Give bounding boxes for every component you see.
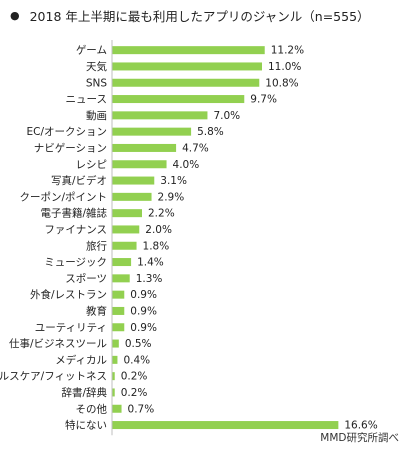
category-label: 仕事/ビジネスツール [9, 337, 107, 350]
category-label: ヘルスケア/フィットネス [0, 371, 107, 383]
bar [112, 62, 262, 71]
bar [112, 127, 192, 136]
data-label: 2.9% [158, 191, 185, 203]
category-label: ユーティリティ [35, 322, 107, 334]
bar [112, 78, 260, 87]
bar [112, 339, 119, 348]
category-label: ミュージック [44, 257, 107, 269]
bar [112, 258, 132, 267]
data-label: 2.2% [148, 208, 175, 220]
bar [112, 192, 152, 201]
category-label: 写真/ビデオ [51, 174, 107, 187]
bar [112, 209, 142, 218]
data-label: 4.0% [173, 159, 200, 171]
category-label: 外食/レストラン [30, 288, 107, 301]
bar [112, 95, 245, 104]
bar [112, 274, 130, 283]
data-label: 9.7% [250, 94, 277, 106]
category-label: クーポン/ポイント [19, 191, 107, 203]
chart-title-text: 2018 年上半期に最も利用したアプリのジャンル（n=555） [29, 8, 370, 24]
source-note: MMD研究所調べ [320, 432, 399, 444]
category-label: 辞書/辞典 [61, 386, 107, 399]
category-label: 動画 [86, 109, 107, 122]
bar [112, 46, 265, 55]
data-label: 5.8% [197, 126, 224, 138]
bar [112, 143, 177, 152]
category-label: EC/オークション [26, 126, 107, 138]
category-label: 特にない [65, 420, 107, 432]
category-label: ゲーム [76, 45, 107, 57]
data-label: 0.9% [130, 305, 157, 317]
category-label: ファイナンス [44, 224, 107, 236]
category-label: 教育 [86, 304, 107, 317]
data-label: 1.3% [136, 273, 163, 285]
category-label: 旅行 [86, 239, 107, 252]
category-label: スポーツ [65, 273, 107, 285]
data-label: 1.4% [137, 257, 164, 269]
category-label: SNS [86, 77, 108, 89]
category-label: ニュース [66, 94, 107, 106]
data-label: 4.7% [182, 142, 209, 154]
bar [112, 404, 122, 413]
data-label: 0.9% [130, 289, 157, 301]
data-label: 11.2% [271, 45, 304, 57]
data-label: 10.8% [265, 77, 298, 89]
bar [112, 241, 137, 250]
data-label: 2.0% [145, 224, 172, 236]
data-label: 7.0% [213, 110, 240, 122]
bar [112, 355, 118, 364]
data-label: 0.2% [121, 371, 148, 383]
chart-title: ● 2018 年上半期に最も利用したアプリのジャンル（n=555） [10, 4, 370, 26]
title-bullet: ● [10, 8, 20, 22]
data-label: 16.6% [344, 420, 377, 432]
data-label: 0.7% [128, 403, 155, 415]
bar [112, 372, 115, 381]
bar [112, 306, 125, 315]
bar [112, 290, 125, 299]
category-label: レシピ [76, 159, 108, 171]
bar [112, 225, 140, 234]
bar [112, 323, 125, 332]
data-label: 0.5% [125, 338, 152, 350]
data-label: 0.2% [121, 387, 148, 399]
category-label: 電子書籍/雑誌 [40, 207, 107, 220]
data-label: 0.4% [123, 354, 150, 366]
bar [112, 176, 155, 185]
data-label: 0.9% [130, 322, 157, 334]
category-label: ナビゲーション [34, 142, 107, 154]
category-label: 天気 [86, 60, 107, 73]
bar [112, 421, 339, 430]
data-label: 3.1% [160, 175, 187, 187]
bar [112, 111, 208, 120]
bar [112, 160, 167, 169]
bar [112, 388, 115, 397]
category-label: メディカル [55, 353, 107, 366]
category-label: その他 [76, 402, 108, 415]
data-label: 11.0% [268, 61, 301, 73]
data-label: 1.8% [143, 240, 170, 252]
